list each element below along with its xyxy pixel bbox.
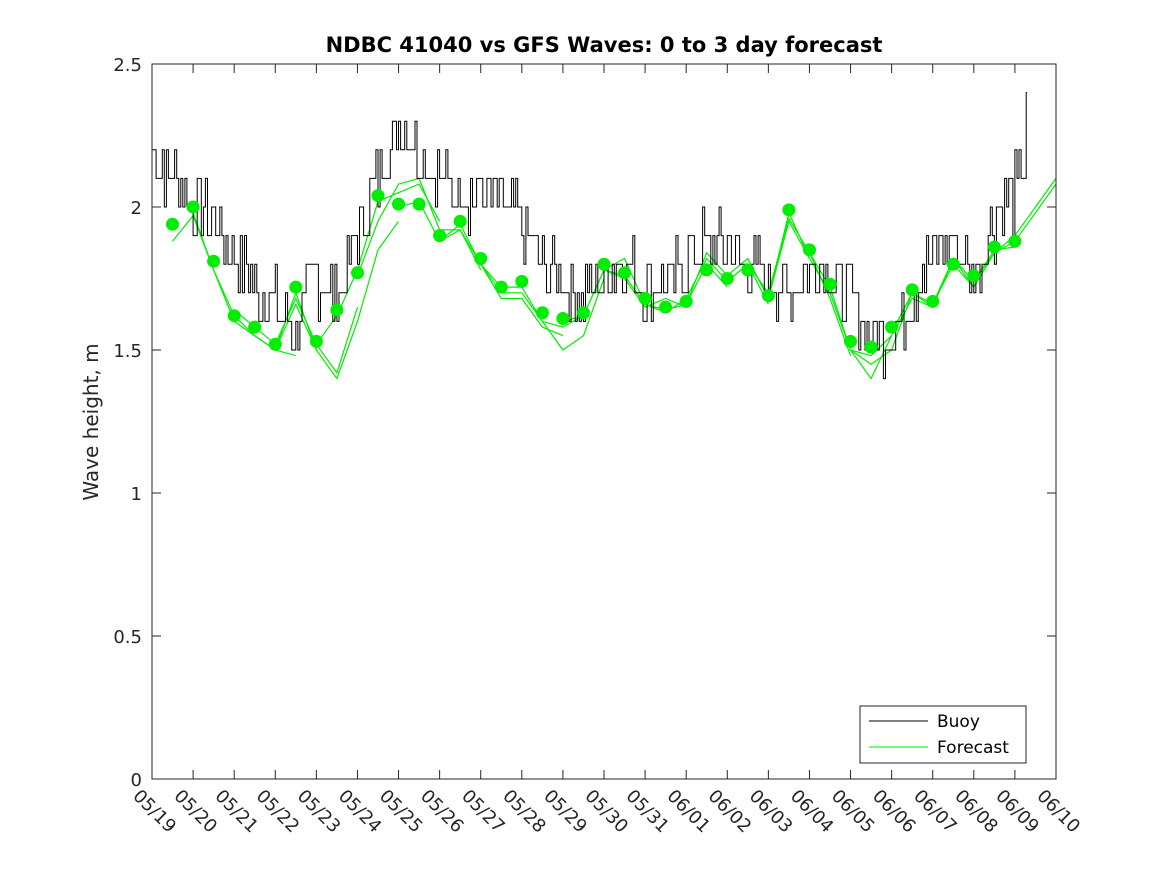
buoy-line — [152, 92, 1028, 380]
x-tick-label: 05/26 — [416, 786, 468, 838]
buoy-series — [152, 92, 1028, 380]
forecast-marker — [905, 283, 919, 297]
legend-forecast-label: Forecast — [937, 738, 1009, 758]
x-tick-label: 05/21 — [211, 786, 263, 838]
x-tick-label: 06/06 — [868, 786, 920, 838]
forecast-marker — [720, 272, 734, 285]
forecast-marker — [515, 274, 529, 288]
forecast-marker — [412, 197, 426, 211]
x-tick-label: 06/01 — [663, 786, 715, 838]
forecast-marker — [577, 306, 590, 320]
forecast-marker — [618, 266, 631, 280]
forecast-marker — [597, 257, 611, 271]
forecast-marker — [248, 320, 262, 334]
forecast-run-line — [192, 212, 317, 351]
forecast-marker — [885, 320, 899, 334]
forecast-marker — [864, 340, 878, 354]
forecast-marker — [741, 263, 755, 277]
x-tick-label: 05/30 — [580, 786, 632, 838]
forecast-marker — [227, 309, 241, 323]
forecast-run-line — [439, 229, 564, 337]
y-tick-label: 0 — [131, 770, 142, 791]
forecast-marker — [700, 263, 714, 277]
forecast-marker — [351, 266, 364, 280]
x-tick-label: 05/27 — [457, 786, 509, 838]
forecast-marker — [946, 257, 960, 271]
legend-box — [859, 705, 1027, 764]
y-axis-label: Wave height, m — [79, 343, 103, 500]
plot-background — [152, 64, 1056, 779]
forecast-marker — [494, 280, 508, 294]
x-tick-label: 06/03 — [745, 786, 797, 838]
x-tick-label: 05/20 — [170, 786, 222, 838]
forecast-marker — [987, 240, 1001, 254]
x-tick-label: 06/05 — [827, 786, 879, 838]
x-tick-label: 06/08 — [950, 786, 1002, 838]
forecast-marker — [207, 254, 221, 268]
y-tick-label: 1.5 — [113, 341, 142, 362]
forecast-marker — [556, 312, 570, 325]
y-tick-label: 2.5 — [113, 55, 142, 76]
x-tick-label: 05/31 — [622, 786, 674, 838]
forecast-marker — [782, 203, 796, 217]
forecast-marker — [967, 269, 981, 283]
forecast-marker — [1008, 234, 1022, 248]
y-tick-label: 2 — [131, 198, 142, 219]
forecast-marker — [761, 289, 775, 303]
x-tick-label: 05/28 — [498, 786, 550, 838]
x-tick-label: 05/23 — [293, 786, 345, 838]
x-tick-label: 05/24 — [334, 786, 386, 838]
forecast-marker — [330, 303, 344, 317]
x-tick-label: 05/22 — [252, 786, 304, 838]
x-tick-label: 06/10 — [1032, 786, 1084, 838]
x-tick-label: 06/07 — [909, 786, 961, 838]
forecast-marker — [823, 277, 837, 291]
forecast-marker — [268, 337, 282, 351]
forecast-marker — [535, 306, 549, 320]
forecast-marker — [803, 243, 816, 257]
x-tick-label: 06/09 — [991, 786, 1043, 838]
forecast-marker — [679, 294, 693, 308]
x-tick-label: 06/02 — [704, 786, 756, 838]
forecast-marker — [474, 252, 488, 265]
forecast-marker — [371, 189, 385, 203]
forecast-marker — [166, 217, 179, 231]
forecast-marker — [186, 200, 200, 214]
forecast-marker — [453, 214, 467, 228]
x-tick-label: 05/29 — [539, 786, 591, 838]
x-tick-label: 05/19 — [128, 786, 180, 838]
forecast-marker — [309, 334, 323, 348]
forecast-marker — [844, 334, 857, 348]
forecast-marker — [433, 229, 447, 243]
forecast-marker — [926, 294, 940, 308]
forecast-marker — [392, 197, 405, 211]
legend-buoy-label: Buoy — [937, 712, 980, 732]
legend: Buoy Forecast — [859, 705, 1027, 764]
y-tick-label: 1 — [131, 484, 142, 505]
forecast-marker — [289, 280, 303, 294]
forecast-marker — [659, 300, 673, 314]
chart-title: NDBC 41040 vs GFS Waves: 0 to 3 day fore… — [326, 33, 883, 57]
x-tick-label: 06/04 — [786, 786, 838, 838]
x-tick-label: 05/25 — [375, 786, 427, 838]
forecast-marker — [638, 292, 652, 305]
y-axis: 0 0.5 1 1.5 2 2.5 — [113, 55, 1056, 791]
forecast-markers — [166, 189, 1022, 354]
y-tick-label: 0.5 — [113, 627, 142, 648]
